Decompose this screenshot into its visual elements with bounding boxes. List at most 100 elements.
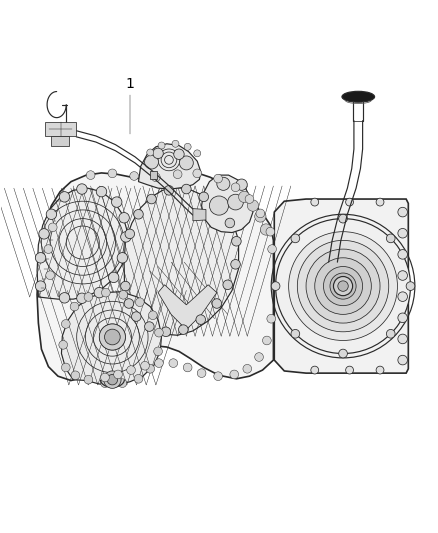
Circle shape <box>386 234 395 243</box>
Circle shape <box>109 272 119 282</box>
Circle shape <box>46 209 57 220</box>
Circle shape <box>180 156 193 170</box>
Circle shape <box>330 273 356 299</box>
Circle shape <box>243 365 252 373</box>
Circle shape <box>173 170 182 179</box>
Circle shape <box>35 281 46 292</box>
Circle shape <box>179 325 188 334</box>
Polygon shape <box>37 172 273 381</box>
Circle shape <box>291 329 300 338</box>
Circle shape <box>260 224 272 235</box>
Circle shape <box>323 266 363 305</box>
Circle shape <box>169 359 178 367</box>
Circle shape <box>120 232 131 242</box>
Circle shape <box>153 148 163 158</box>
Circle shape <box>141 361 149 370</box>
Circle shape <box>134 375 143 383</box>
Text: 1: 1 <box>125 77 134 91</box>
Polygon shape <box>61 292 162 385</box>
Circle shape <box>398 356 407 365</box>
Circle shape <box>59 192 70 202</box>
Circle shape <box>346 366 353 374</box>
Circle shape <box>155 328 163 337</box>
Circle shape <box>145 322 154 332</box>
Circle shape <box>306 249 380 323</box>
Circle shape <box>94 287 105 298</box>
Circle shape <box>315 258 371 314</box>
Circle shape <box>376 366 384 374</box>
Ellipse shape <box>342 91 374 102</box>
Circle shape <box>212 298 222 308</box>
Circle shape <box>339 349 347 358</box>
Circle shape <box>84 293 93 301</box>
Circle shape <box>59 293 70 303</box>
Circle shape <box>119 213 129 223</box>
Circle shape <box>164 185 174 195</box>
Circle shape <box>99 324 125 350</box>
Circle shape <box>199 192 208 201</box>
Circle shape <box>266 228 275 236</box>
Circle shape <box>96 187 107 197</box>
Circle shape <box>135 298 144 306</box>
Circle shape <box>335 278 351 294</box>
Circle shape <box>398 292 407 302</box>
Circle shape <box>70 302 79 311</box>
Circle shape <box>127 366 135 375</box>
Circle shape <box>254 211 266 222</box>
Circle shape <box>291 234 300 243</box>
Circle shape <box>214 372 223 381</box>
Circle shape <box>119 290 127 299</box>
Circle shape <box>61 363 70 372</box>
Circle shape <box>184 363 192 372</box>
Circle shape <box>289 232 397 341</box>
Circle shape <box>147 194 156 204</box>
Circle shape <box>61 320 70 328</box>
Circle shape <box>125 229 134 239</box>
Circle shape <box>193 169 201 177</box>
Circle shape <box>311 198 319 206</box>
Circle shape <box>214 174 223 183</box>
Circle shape <box>147 149 154 156</box>
Circle shape <box>197 369 206 377</box>
Circle shape <box>268 245 276 254</box>
Circle shape <box>346 198 353 206</box>
Circle shape <box>376 198 384 206</box>
Circle shape <box>39 229 49 239</box>
Circle shape <box>145 155 159 169</box>
Circle shape <box>77 293 87 303</box>
Circle shape <box>104 371 121 389</box>
Circle shape <box>339 282 347 290</box>
FancyBboxPatch shape <box>45 122 76 136</box>
Circle shape <box>231 183 240 192</box>
Circle shape <box>77 184 87 194</box>
Circle shape <box>276 219 410 353</box>
Circle shape <box>46 271 54 279</box>
Circle shape <box>182 184 191 194</box>
Circle shape <box>86 171 95 180</box>
Circle shape <box>245 195 254 204</box>
Circle shape <box>105 329 120 345</box>
Circle shape <box>71 371 80 379</box>
Circle shape <box>146 365 155 373</box>
Polygon shape <box>193 208 206 221</box>
Circle shape <box>247 200 258 211</box>
Circle shape <box>107 375 117 385</box>
Circle shape <box>398 207 407 217</box>
Circle shape <box>59 341 67 349</box>
Circle shape <box>134 209 143 219</box>
Circle shape <box>398 313 407 322</box>
Circle shape <box>35 253 46 263</box>
Polygon shape <box>201 175 253 232</box>
Circle shape <box>118 379 127 387</box>
Circle shape <box>398 229 407 238</box>
Circle shape <box>223 280 233 289</box>
Circle shape <box>254 353 263 361</box>
Circle shape <box>386 329 395 338</box>
Polygon shape <box>138 144 201 189</box>
Circle shape <box>154 347 162 356</box>
Circle shape <box>398 271 407 280</box>
Circle shape <box>155 359 163 367</box>
Circle shape <box>44 245 53 254</box>
Circle shape <box>184 143 191 150</box>
Circle shape <box>158 142 165 149</box>
